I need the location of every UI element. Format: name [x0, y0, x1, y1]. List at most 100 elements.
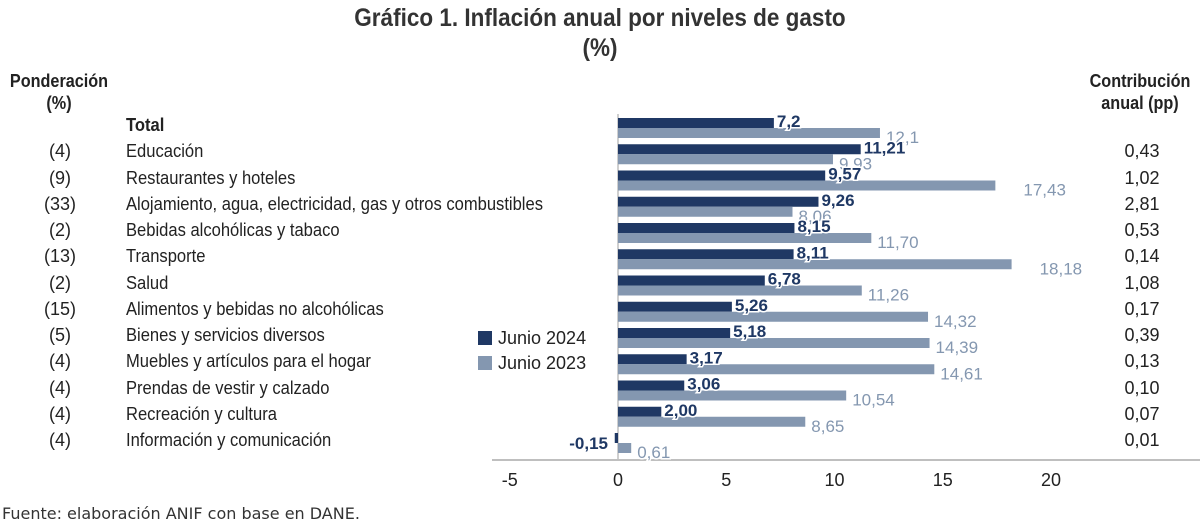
- data-label-junio-2023: 8,65: [811, 417, 844, 436]
- x-tick-label: 5: [721, 470, 731, 490]
- bar-junio-2024: [618, 380, 685, 391]
- contribution-header-line1: Contribución: [1089, 71, 1191, 91]
- data-label-junio-2023: 14,61: [940, 364, 983, 383]
- data-label-junio-2024: -0,15: [569, 434, 608, 453]
- contribution-value: 0,39: [1124, 325, 1160, 345]
- weight-column-header: Ponderación (%): [1, 70, 118, 114]
- bar-junio-2024: [618, 144, 861, 155]
- contribution-value: 0,13: [1124, 351, 1160, 372]
- weight-value: (9): [49, 167, 71, 188]
- data-label-junio-2024: 3,06: [687, 375, 720, 394]
- data-label-junio-2023: 11,70: [877, 233, 918, 252]
- data-label-junio-2024: 2,00: [664, 401, 697, 420]
- contribution-column-header: Contribución anual (pp): [1077, 70, 1200, 114]
- legend-item-2023: Junio 2023: [478, 352, 586, 374]
- bar-junio-2023: [618, 128, 880, 138]
- category-label: Transporte: [126, 246, 206, 267]
- legend-label-2024: Junio 2024: [498, 328, 587, 348]
- contribution-value: 0,01: [1124, 430, 1160, 450]
- data-label-junio-2023: 18,18: [1040, 259, 1083, 278]
- weight-value: (13): [43, 246, 76, 267]
- chart-subtitle: (%): [582, 34, 618, 62]
- weight-value: (4): [49, 403, 71, 424]
- data-label-junio-2024: 9,57: [828, 165, 861, 184]
- category-label: Restaurantes y hoteles: [126, 167, 296, 188]
- x-tick-label: -5: [502, 470, 518, 490]
- weight-value: (2): [49, 220, 71, 240]
- weight-header-line2: (%): [46, 93, 72, 113]
- data-label-junio-2024: 8,15: [797, 217, 830, 236]
- contribution-value: 0,53: [1124, 220, 1160, 240]
- legend-item-2024: Junio 2024: [478, 327, 586, 349]
- bar-junio-2024: [618, 275, 765, 286]
- x-tick-label: 0: [613, 470, 623, 490]
- bar-junio-2024: [618, 301, 732, 312]
- contribution-value: 0,07: [1124, 403, 1160, 424]
- bar-junio-2023: [618, 416, 806, 427]
- data-label-junio-2024: 5,18: [733, 322, 766, 341]
- bar-junio-2023: [618, 259, 1012, 270]
- category-label: Alimentos y bebidas no alcohólicas: [126, 298, 384, 319]
- category-label: Bienes y servicios diversos: [126, 325, 325, 345]
- bar-junio-2023: [618, 285, 862, 296]
- bar-junio-2024: [618, 118, 774, 128]
- weight-value: (4): [49, 351, 71, 372]
- contribution-value: 2,81: [1124, 193, 1160, 214]
- category-label: Recreación y cultura: [126, 403, 277, 424]
- data-label-junio-2023: 0,61: [637, 443, 670, 462]
- weight-value: (4): [49, 141, 71, 162]
- bar-junio-2024: [618, 249, 794, 260]
- data-label-junio-2024: 6,78: [768, 270, 801, 289]
- weight-value: (15): [43, 298, 76, 319]
- bar-junio-2023: [618, 180, 996, 191]
- data-label-junio-2024: 5,26: [735, 296, 768, 315]
- legend-label-2023: Junio 2023: [498, 353, 587, 373]
- bar-junio-2024: [618, 406, 662, 417]
- data-label-junio-2024: 9,26: [821, 191, 854, 210]
- data-label-junio-2024: 11,21: [864, 138, 906, 157]
- contribution-value: 1,02: [1124, 167, 1160, 188]
- bar-junio-2023: [618, 390, 847, 401]
- data-label-junio-2023: 14,39: [936, 338, 979, 357]
- bar-junio-2024: [618, 328, 731, 338]
- data-label-junio-2023: 8,06: [798, 207, 831, 226]
- weight-value: (5): [49, 325, 71, 345]
- source-note: Fuente: elaboración ANIF con base en DAN…: [2, 504, 360, 523]
- category-label: Educación: [126, 141, 204, 162]
- data-label-junio-2023: 11,26: [868, 286, 909, 305]
- data-label-junio-2024: 8,11: [797, 243, 829, 262]
- legend-swatch-2024: [478, 331, 492, 345]
- bar-junio-2023: [618, 338, 930, 348]
- bar-junio-2024: [618, 354, 687, 365]
- bar-junio-2024: [618, 170, 826, 181]
- bar-junio-2023: [618, 311, 929, 322]
- category-label: Alojamiento, agua, electricidad, gas y o…: [126, 193, 543, 214]
- bar-junio-2023: [618, 364, 935, 375]
- bar-junio-2024: [614, 433, 618, 443]
- data-label-junio-2023: 17,43: [1023, 181, 1066, 200]
- data-label-junio-2023: 12,1: [886, 128, 919, 147]
- data-label-junio-2024: 7,2: [777, 112, 801, 131]
- weight-value: (33): [43, 193, 76, 214]
- category-label: Total: [126, 115, 165, 135]
- bar-junio-2023: [618, 154, 833, 165]
- category-label: Prendas de vestir y calzado: [126, 377, 330, 398]
- x-tick-label: 20: [1041, 470, 1061, 490]
- legend-swatch-2023: [478, 356, 492, 370]
- data-label-junio-2024: 3,17: [690, 348, 723, 367]
- weight-header-line1: Ponderación: [9, 71, 109, 91]
- contribution-value: 0,14: [1124, 246, 1160, 267]
- bar-junio-2024: [618, 223, 795, 233]
- contribution-value: 0,17: [1124, 298, 1160, 319]
- contribution-header-line2: anual (pp): [1101, 93, 1179, 113]
- bar-junio-2023: [618, 206, 793, 217]
- weight-value: (2): [49, 272, 71, 293]
- contribution-value: 1,08: [1124, 272, 1160, 293]
- data-label-junio-2023: 10,54: [852, 391, 895, 410]
- bar-junio-2024: [618, 196, 819, 207]
- category-label: Bebidas alcohólicas y tabaco: [126, 220, 340, 240]
- x-tick-label: 15: [933, 470, 953, 490]
- category-label: Muebles y artículos para el hogar: [126, 351, 371, 372]
- bar-junio-2023: [618, 443, 632, 453]
